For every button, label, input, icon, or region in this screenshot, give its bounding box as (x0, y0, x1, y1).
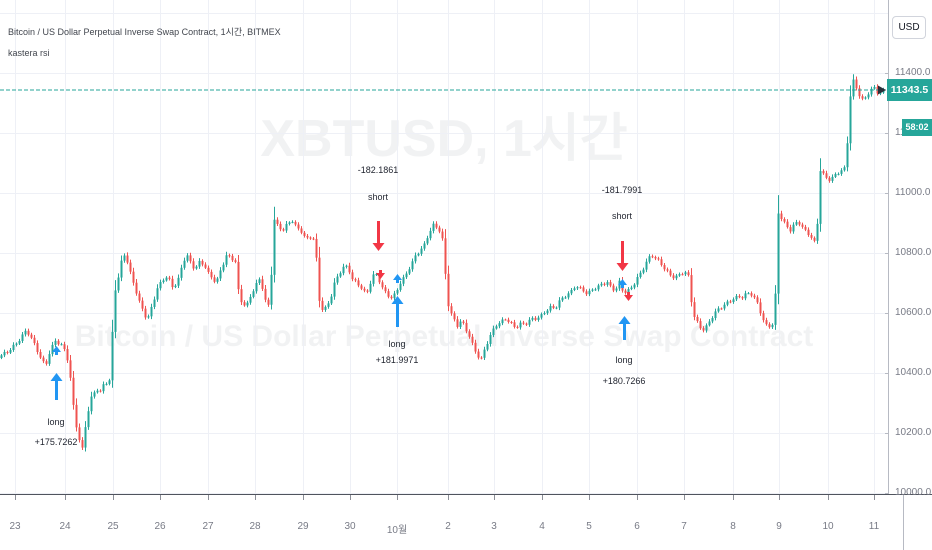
time-axis-label: 24 (59, 521, 71, 532)
time-axis-label: 3 (491, 521, 497, 532)
price-axis-tick (885, 493, 889, 494)
time-axis-tick (733, 495, 734, 500)
chart-legend: Bitcoin / US Dollar Perpetual Inverse Sw… (8, 22, 281, 64)
axis-corner-separator (903, 495, 904, 550)
buy-signal-mini-arrow[interactable] (392, 274, 402, 283)
time-axis-tick (637, 495, 638, 500)
last-price-badge: 11343.5 (887, 79, 932, 101)
price-axis-label: 11000.0 (895, 187, 931, 198)
time-axis-label: 7 (681, 521, 687, 532)
price-axis[interactable]: 11400.011200.011000.010800.010600.010400… (885, 0, 932, 498)
time-axis-tick (303, 495, 304, 500)
time-axis-label: 30 (344, 521, 356, 532)
price-axis-separator (888, 0, 889, 494)
time-axis-tick (542, 495, 543, 500)
short-marker-value[interactable]: -181.7991 (601, 185, 643, 195)
buy-signal-mini-arrow[interactable] (617, 279, 627, 288)
time-axis-label: 9 (776, 521, 782, 532)
time-axis-label: 10 (822, 521, 834, 532)
time-axis-tick (65, 495, 66, 500)
time-axis-label: 6 (634, 521, 640, 532)
long-arrow[interactable] (391, 296, 404, 327)
trade-markers-layer: -182.1861 short long +181.9971 -181.7991 shor… (34, 165, 646, 447)
long-arrow[interactable] (50, 373, 63, 400)
price-axis-label: 10000.0 (895, 487, 932, 498)
time-axis-tick (15, 495, 16, 500)
time-axis-tick (350, 495, 351, 500)
time-axis[interactable]: 23 24 25 26 27 28 29 30 10월 2 3 4 5 6 7 8 9 10 11 (0, 494, 932, 550)
short-marker-label[interactable]: short (611, 211, 632, 221)
time-axis-tick (779, 495, 780, 500)
price-axis-tick (885, 253, 889, 254)
short-arrow[interactable] (616, 241, 629, 271)
price-axis-tick (885, 373, 889, 374)
sell-signal-mini-arrow[interactable] (375, 270, 385, 279)
long-marker-label[interactable]: long (47, 417, 65, 427)
candlestick-chart-canvas[interactable] (0, 0, 888, 494)
time-axis-label: 25 (107, 521, 119, 532)
price-axis-tick (885, 133, 889, 134)
short-arrow[interactable] (372, 221, 385, 251)
price-axis-tick (885, 73, 889, 74)
time-axis-tick (397, 495, 398, 500)
long-marker-label[interactable]: long (615, 355, 633, 365)
countdown-badge: 58:02 (902, 119, 932, 136)
time-axis-tick (874, 495, 875, 500)
price-axis-label: 11400.0 (895, 67, 931, 78)
long-arrow[interactable] (618, 316, 631, 340)
time-axis-tick (160, 495, 161, 500)
price-axis-tick (885, 433, 889, 434)
symbol-legend[interactable]: Bitcoin / US Dollar Perpetual Inverse Sw… (8, 27, 281, 37)
time-axis-tick (255, 495, 256, 500)
long-marker-value[interactable]: +175.7262 (34, 437, 78, 447)
time-axis-label: 2 (445, 521, 451, 532)
indicator-legend[interactable]: kastera rsi (8, 48, 50, 58)
time-axis-tick (208, 495, 209, 500)
watermark-description: Bitcoin / US Dollar Perpetual Inverse Sw… (74, 320, 814, 353)
time-axis-label: 5 (586, 521, 592, 532)
time-axis-tick (113, 495, 114, 500)
time-axis-tick (448, 495, 449, 500)
time-axis-label: 11 (868, 521, 880, 532)
long-marker-value[interactable]: +181.9971 (375, 355, 419, 365)
time-axis-tick (589, 495, 590, 500)
short-marker-value[interactable]: -182.1861 (357, 165, 399, 175)
time-axis-label: 26 (154, 521, 166, 532)
price-axis-label: 10600.0 (895, 307, 932, 318)
buy-signal-mini-arrow[interactable] (51, 346, 61, 355)
time-axis-label: 10월 (386, 525, 408, 536)
short-marker-label[interactable]: short (367, 192, 388, 202)
price-axis-label: 10400.0 (895, 367, 932, 378)
time-axis-label: 27 (202, 521, 214, 532)
long-marker-value[interactable]: +180.7266 (602, 376, 646, 386)
time-axis-tick (684, 495, 685, 500)
time-axis-label: 29 (297, 521, 309, 532)
currency-toggle-button[interactable]: USD (892, 16, 926, 39)
watermark-symbol: XBTUSD, 1시간 (260, 110, 628, 168)
price-axis-tick (885, 193, 889, 194)
time-axis-label: 8 (730, 521, 736, 532)
long-marker-label[interactable]: long (388, 339, 406, 349)
time-axis-tick (828, 495, 829, 500)
price-axis-label: 10800.0 (895, 247, 932, 258)
time-axis-label: 23 (9, 521, 21, 532)
price-axis-tick (885, 313, 889, 314)
time-axis-tick (494, 495, 495, 500)
time-axis-label: 4 (539, 521, 545, 532)
sell-signal-mini-arrow[interactable] (623, 292, 633, 301)
price-axis-label: 10200.0 (895, 427, 932, 438)
time-axis-label: 28 (249, 521, 261, 532)
